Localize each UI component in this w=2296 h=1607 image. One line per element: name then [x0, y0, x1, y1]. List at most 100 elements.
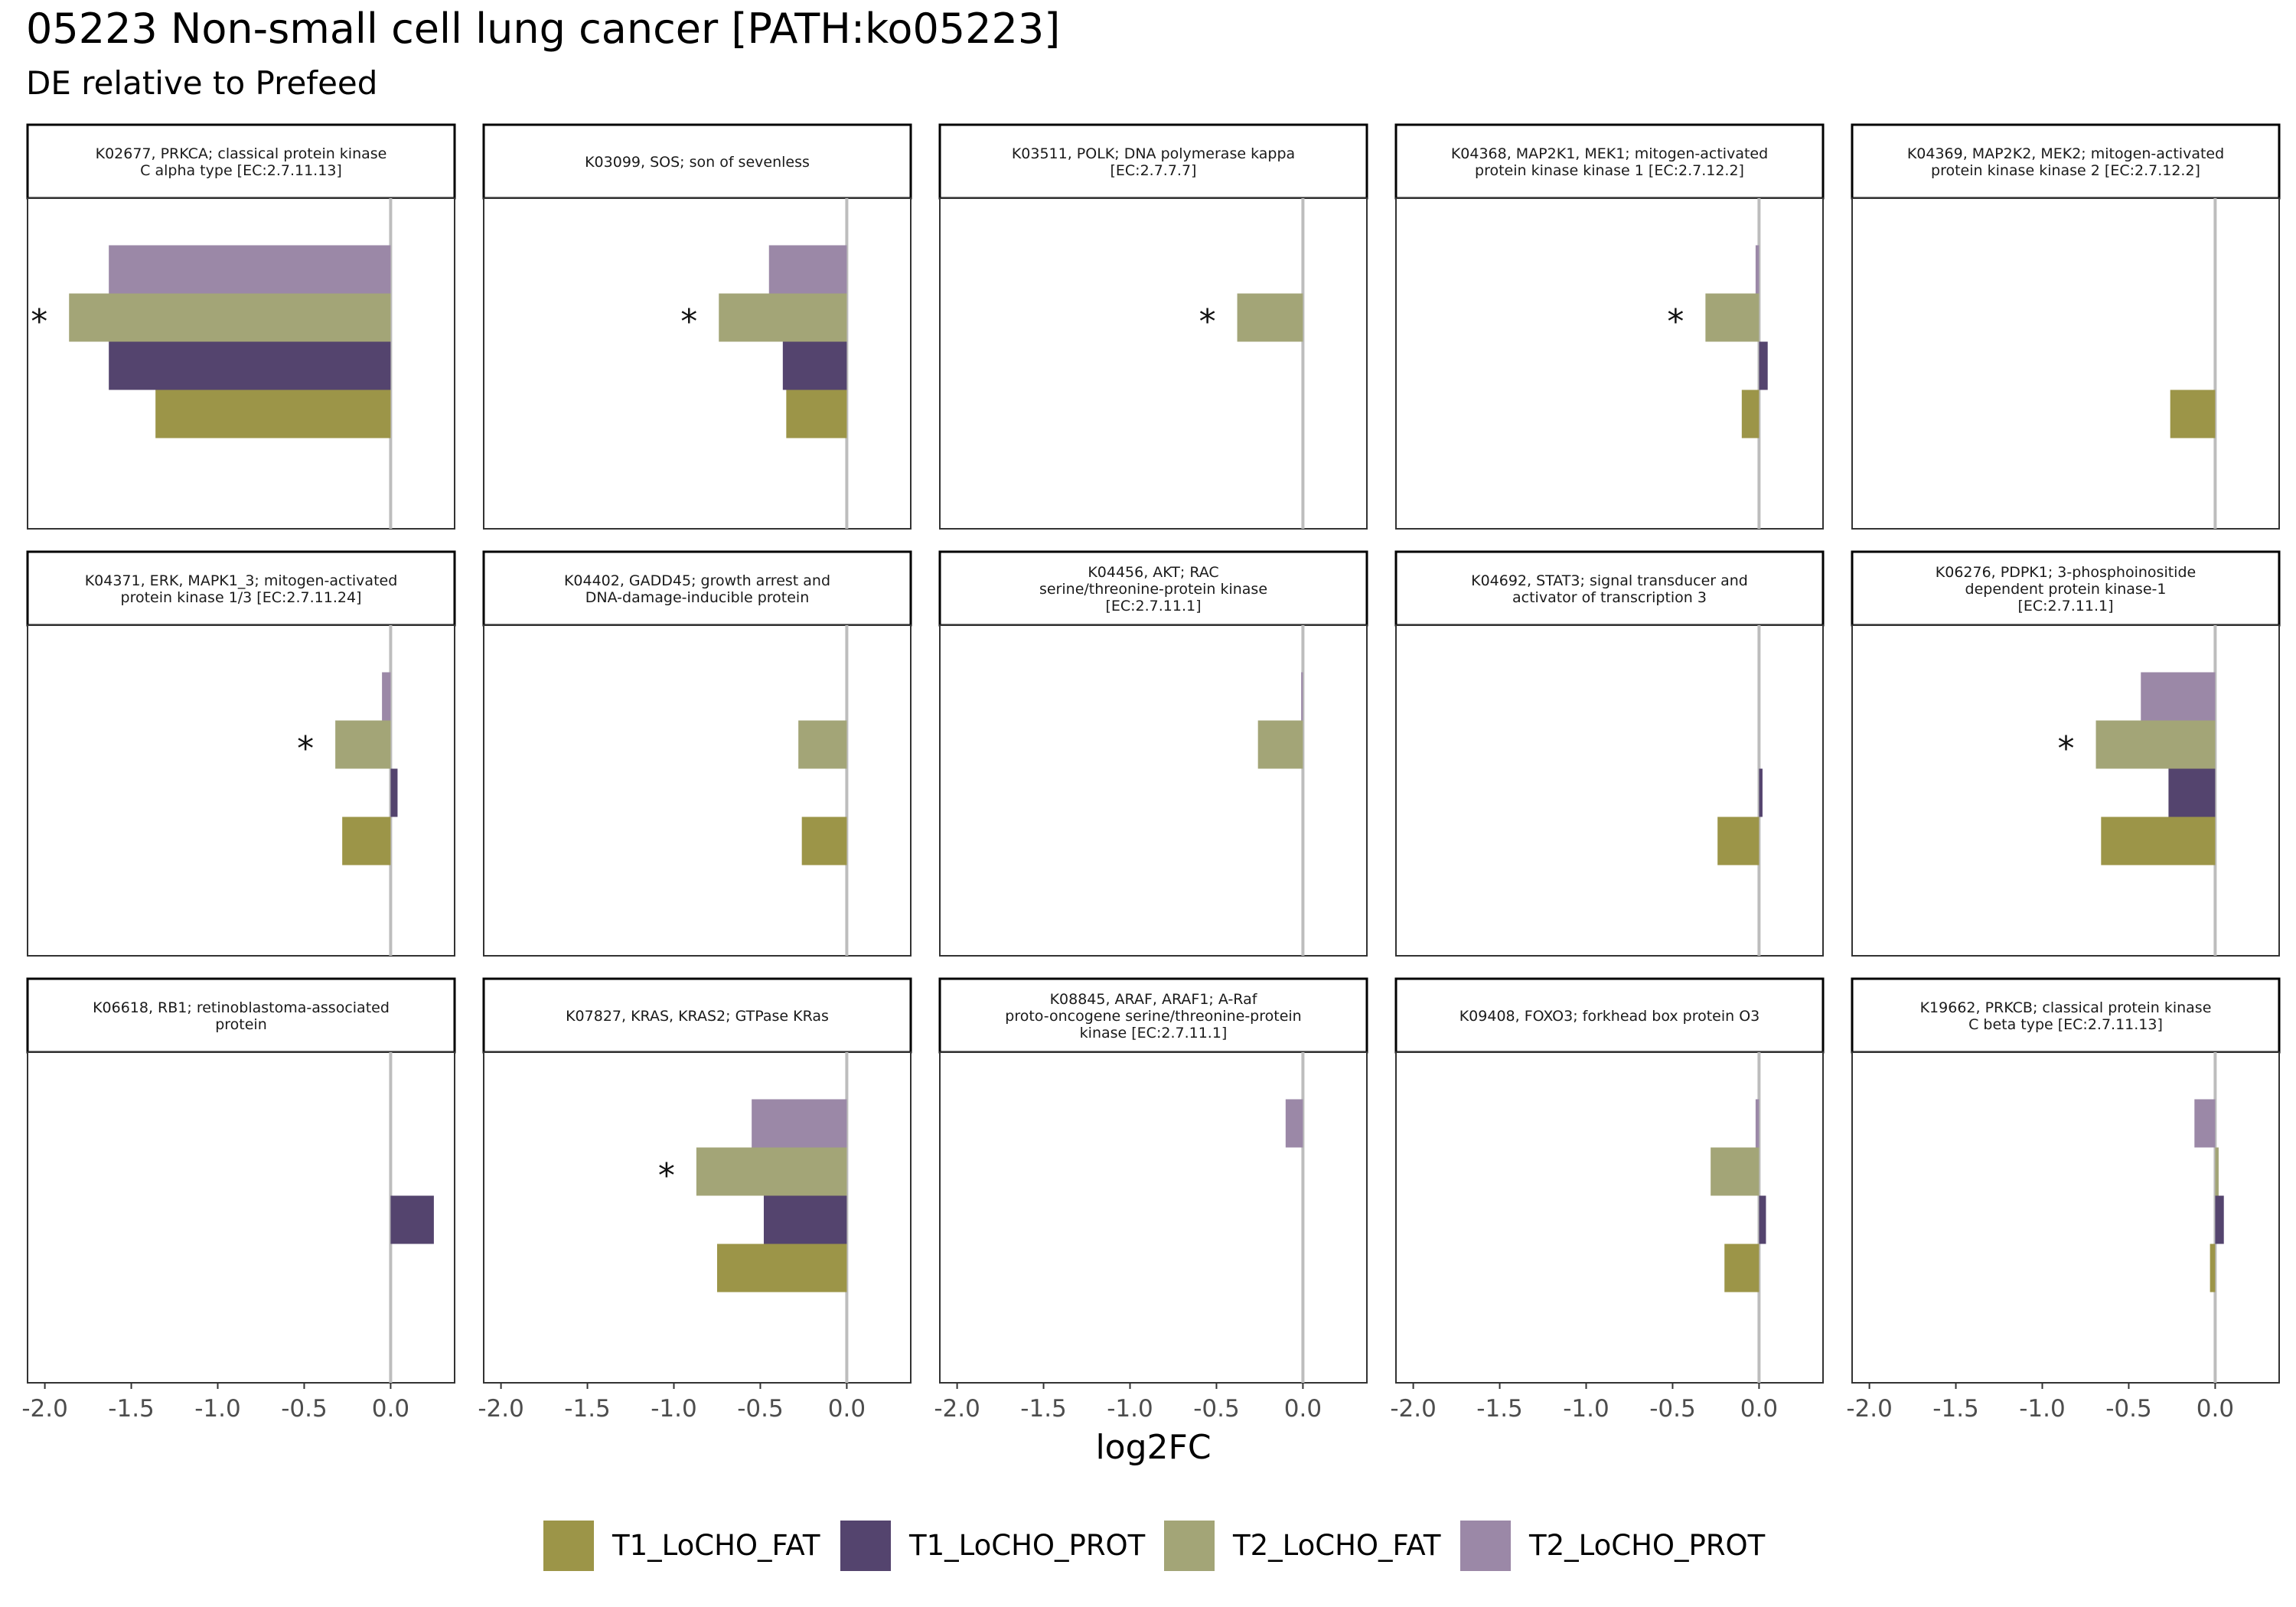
panel-8-bar-t2-locho-prot — [1301, 672, 1303, 721]
panel-11-bar-t1-locho-prot — [390, 1195, 434, 1244]
panel-13-strip — [938, 977, 1368, 1054]
panel-9-strip-label: K04692, STAT3; signal transducer and — [1471, 572, 1748, 589]
panel-4-strip-label: K04368, MAP2K1, MEK1; mitogen-activated — [1451, 145, 1768, 162]
panel-2-strip — [482, 123, 912, 200]
panel-13-bar-t2-locho-prot — [1285, 1099, 1303, 1148]
panel-6-strip-label: K04371, ERK, MAPK1_3; mitogen-activated — [85, 572, 398, 589]
panel-8-bar-t2-locho-fat — [1257, 720, 1303, 769]
panel-6-strip — [26, 550, 456, 627]
panel-12-bar-t2-locho-fat — [696, 1147, 847, 1196]
panel-11-x-tick-label: -2.0 — [21, 1395, 68, 1423]
panel-12-x-tick-label: -0.5 — [737, 1395, 784, 1423]
panel-2-bar-t2-locho-fat — [719, 293, 847, 342]
panel-8-strip-label: K04456, AKT; RAC — [1088, 564, 1218, 581]
panel-12-strip — [482, 977, 912, 1054]
panel-5-strip — [1851, 123, 2281, 200]
panel-15-x-tick-label: -1.0 — [2019, 1395, 2066, 1423]
panel-14-x-tick-label: -2.0 — [1390, 1395, 1437, 1423]
panel-14-x-tick-label: 0.0 — [1740, 1395, 1778, 1423]
panel-10-strip-label: K06276, PDPK1; 3-phosphoinositide — [1936, 564, 2196, 581]
panel-11-x-tick-label: -0.5 — [281, 1395, 328, 1423]
panel-4-strip-label: protein kinase kinase 1 [EC:2.7.12.2] — [1475, 162, 1744, 179]
chart-subtitle: DE relative to Prefeed — [26, 64, 378, 102]
panel-14-bar-t2-locho-fat — [1711, 1147, 1760, 1196]
legend-label-t2-locho-prot: T2_LoCHO_PROT — [1528, 1529, 1766, 1562]
panel-2-bar-t1-locho-fat — [786, 390, 847, 438]
panel-6-bar-t2-locho-prot — [382, 672, 391, 721]
legend-label-t1-locho-fat: T1_LoCHO_FAT — [612, 1529, 820, 1562]
legend-swatch-t2-locho-fat — [1164, 1521, 1215, 1571]
panel-4-bar-t1-locho-prot — [1759, 341, 1768, 390]
legend-label-t1-locho-prot: T1_LoCHO_PROT — [908, 1529, 1146, 1562]
panel-5-strip-label: protein kinase kinase 2 [EC:2.7.12.2] — [1931, 162, 2200, 179]
panel-4-strip — [1394, 123, 1825, 200]
panel-10-bar-t1-locho-prot — [2168, 768, 2216, 817]
panel-2-bar-t1-locho-prot — [782, 341, 847, 390]
panel-9-plot-area — [1395, 624, 1824, 957]
panel-12-x-tick-label: -1.0 — [651, 1395, 697, 1423]
panel-11-strip-label: protein — [215, 1016, 267, 1033]
panel-12-bar-t1-locho-fat — [716, 1244, 847, 1292]
panel-9-bar-t1-locho-prot — [1759, 768, 1763, 817]
panel-4-bar-t2-locho-fat — [1705, 293, 1760, 342]
panel-3-strip — [938, 123, 1368, 200]
panel-7-strip-label: DNA-damage-inducible protein — [585, 589, 810, 606]
panel-12-strip-label: K07827, KRAS, KRAS2; GTPase KRas — [566, 1008, 829, 1025]
panel-14-x-tick-label: -0.5 — [1649, 1395, 1696, 1423]
panel-7-bar-t2-locho-fat — [798, 720, 847, 769]
panel-10-strip-label: dependent protein kinase-1 — [1965, 581, 2167, 598]
panel-6-significance-marker: * — [297, 729, 314, 768]
panel-12-significance-marker: * — [658, 1156, 675, 1195]
panel-2-bar-t2-locho-prot — [768, 245, 847, 294]
panel-1-strip-label: K02677, PRKCA; classical protein kinase — [96, 145, 387, 162]
panel-6-bar-t1-locho-prot — [390, 768, 398, 817]
panel-12-x-tick-label: -2.0 — [478, 1395, 524, 1423]
panel-15-bar-t1-locho-prot — [2215, 1195, 2224, 1244]
panel-4-plot-area — [1395, 197, 1824, 530]
panel-11-x-tick-label: -1.5 — [108, 1395, 155, 1423]
panel-13-strip-label: kinase [EC:2.7.11.1] — [1080, 1025, 1228, 1041]
panel-11-strip — [26, 977, 456, 1054]
legend-label-t2-locho-fat: T2_LoCHO_FAT — [1232, 1529, 1441, 1562]
panel-14-bar-t1-locho-fat — [1724, 1244, 1760, 1292]
panel-11-x-tick-label: 0.0 — [372, 1395, 409, 1423]
panel-1-bar-t2-locho-prot — [109, 245, 391, 294]
panel-15-strip-label: K19662, PRKCB; classical protein kinase — [1920, 999, 2212, 1016]
panel-12-bar-t2-locho-prot — [752, 1099, 847, 1148]
panel-7-strip-label: K04402, GADD45; growth arrest and — [564, 572, 830, 589]
panel-11-x-tick-label: -1.0 — [194, 1395, 241, 1423]
panel-12-x-tick-label: 0.0 — [828, 1395, 866, 1423]
panel-15-strip-label: C beta type [EC:2.7.11.13] — [1968, 1016, 2163, 1033]
panel-15-bar-t2-locho-fat — [2215, 1147, 2219, 1196]
panel-7-plot-area — [483, 624, 912, 957]
panel-14-x-tick-label: -1.0 — [1563, 1395, 1609, 1423]
panel-4-bar-t1-locho-fat — [1741, 390, 1760, 438]
panel-2-strip-label: K03099, SOS; son of sevenless — [585, 154, 810, 171]
panel-14-x-tick-label: -1.5 — [1476, 1395, 1523, 1423]
panel-1-significance-marker: * — [31, 302, 47, 341]
panel-8-strip-label: serine/threonine-protein kinase — [1039, 581, 1267, 598]
panel-13-x-tick-label: -2.0 — [934, 1395, 980, 1423]
legend-swatch-t2-locho-prot — [1460, 1521, 1511, 1571]
panel-5-strip-label: K04369, MAP2K2, MEK2; mitogen-activated — [1907, 145, 2224, 162]
panel-3-strip-label: [EC:2.7.7.7] — [1110, 162, 1197, 179]
panel-15-bar-t2-locho-prot — [2194, 1099, 2216, 1148]
panel-9-strip-label: activator of transcription 3 — [1512, 589, 1707, 606]
panel-4-significance-marker: * — [1667, 302, 1684, 341]
panel-13-x-tick-label: -1.0 — [1107, 1395, 1153, 1423]
panel-5-bar-t1-locho-fat — [2170, 390, 2216, 438]
panel-12-x-tick-label: -1.5 — [564, 1395, 611, 1423]
panel-13-x-tick-label: -1.5 — [1020, 1395, 1067, 1423]
panel-13-strip-label: proto-oncogene serine/threonine-protein — [1005, 1008, 1301, 1025]
panel-2-significance-marker: * — [680, 302, 697, 341]
panel-8-strip-label: [EC:2.7.11.1] — [1105, 598, 1201, 614]
panel-14-bar-t1-locho-prot — [1759, 1195, 1766, 1244]
panel-10-bar-t2-locho-prot — [2141, 672, 2216, 721]
panel-6-bar-t1-locho-fat — [342, 817, 391, 865]
panel-13-x-tick-label: -0.5 — [1193, 1395, 1240, 1423]
panel-15-bar-t1-locho-fat — [2210, 1244, 2216, 1292]
legend-swatch-t1-locho-fat — [543, 1521, 594, 1571]
panel-15-x-tick-label: 0.0 — [2197, 1395, 2234, 1423]
